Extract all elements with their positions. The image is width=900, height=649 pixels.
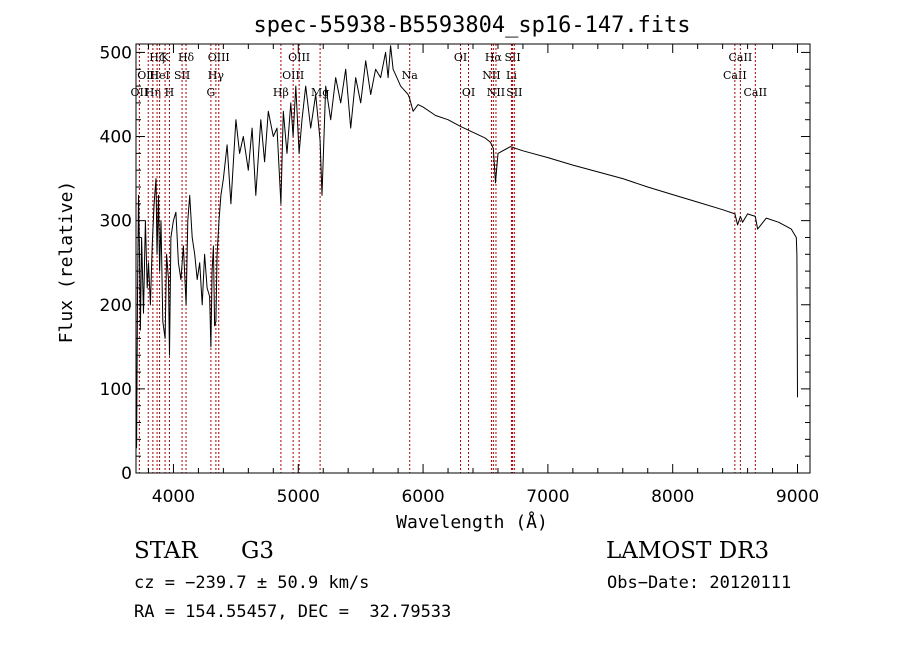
marker-label-6: H bbox=[165, 86, 175, 99]
marker-label-27: CaII bbox=[743, 86, 767, 99]
x-tick-label: 7000 bbox=[526, 487, 569, 507]
y-axis-label: Flux (relative) bbox=[56, 181, 77, 344]
marker-label-12: Hβ bbox=[273, 86, 289, 99]
obs-date: Obs−Date: 20120111 bbox=[607, 573, 792, 593]
coordinates: RA = 154.55457, DEC = 32.79533 bbox=[134, 602, 452, 622]
x-tick-label: 6000 bbox=[401, 487, 444, 507]
marker-label-10: Hγ bbox=[208, 69, 225, 82]
x-tick-label: 9000 bbox=[776, 487, 819, 507]
marker-label-18: OI bbox=[462, 86, 475, 99]
y-tick-label: 400 bbox=[100, 128, 132, 148]
x-tick-label: 8000 bbox=[651, 487, 694, 507]
spectrum-layer bbox=[135, 45, 798, 449]
marker-label-9: G bbox=[206, 86, 215, 99]
marker-label-25: CaII bbox=[723, 69, 747, 82]
y-tick-label: 0 bbox=[121, 464, 132, 484]
x-axis-label: Wavelength (Å) bbox=[396, 511, 548, 533]
y-tick-label: 200 bbox=[100, 296, 132, 316]
object-subclass: G3 bbox=[241, 538, 275, 564]
y-tick-label: 500 bbox=[100, 43, 132, 63]
marker-label-20: Hα bbox=[485, 51, 503, 64]
marker-label-5: K bbox=[161, 51, 170, 64]
marker-label-1: OIII bbox=[137, 69, 159, 82]
marker-label-21: NII bbox=[487, 86, 505, 99]
marker-label-4: HeI bbox=[149, 69, 169, 82]
marker-label-17: OI bbox=[454, 51, 467, 64]
marker-label-23: SII bbox=[504, 51, 520, 64]
x-tick-label: 4000 bbox=[152, 487, 195, 507]
chart-title: spec-55938-B5593804_sp16-147.fits bbox=[253, 13, 690, 38]
marker-label-19: NII bbox=[482, 69, 500, 82]
redshift-line: cz = −239.7 ± 50.9 km/s bbox=[134, 573, 370, 593]
marker-label-2: Hη bbox=[145, 86, 161, 99]
spectrum-line bbox=[135, 45, 798, 449]
marker-label-16: Na bbox=[402, 69, 419, 82]
marker-label-3: Hζ bbox=[149, 51, 165, 64]
axis-ticks: 4000 5000 6000 7000 8000 9000 0 100 200 300 400 500 bbox=[100, 43, 820, 507]
marker-label-8: Hδ bbox=[178, 51, 195, 64]
plot-frame bbox=[135, 43, 811, 474]
marker-label-26: CaII bbox=[729, 51, 753, 64]
marker-label-7: SII bbox=[174, 69, 190, 82]
survey-label: LAMOST DR3 bbox=[606, 538, 770, 564]
y-tick-label: 300 bbox=[100, 212, 132, 232]
x-tick-label: 5000 bbox=[277, 487, 320, 507]
y-tick-label: 100 bbox=[100, 380, 132, 400]
marker-label-22: Li bbox=[506, 69, 517, 82]
marker-label-11: OIII bbox=[208, 51, 230, 64]
marker-label-0: OII bbox=[131, 86, 149, 99]
marker-label-13: OIII bbox=[282, 69, 304, 82]
spectral-line-markers: OIIOIIIHηHζHeIKHSIIHδGHγOIIIHβOIIIOIIIMg… bbox=[131, 44, 767, 473]
marker-label-24: SII bbox=[506, 86, 522, 99]
object-class: STAR bbox=[134, 538, 198, 564]
marker-label-14: OIII bbox=[288, 51, 310, 64]
